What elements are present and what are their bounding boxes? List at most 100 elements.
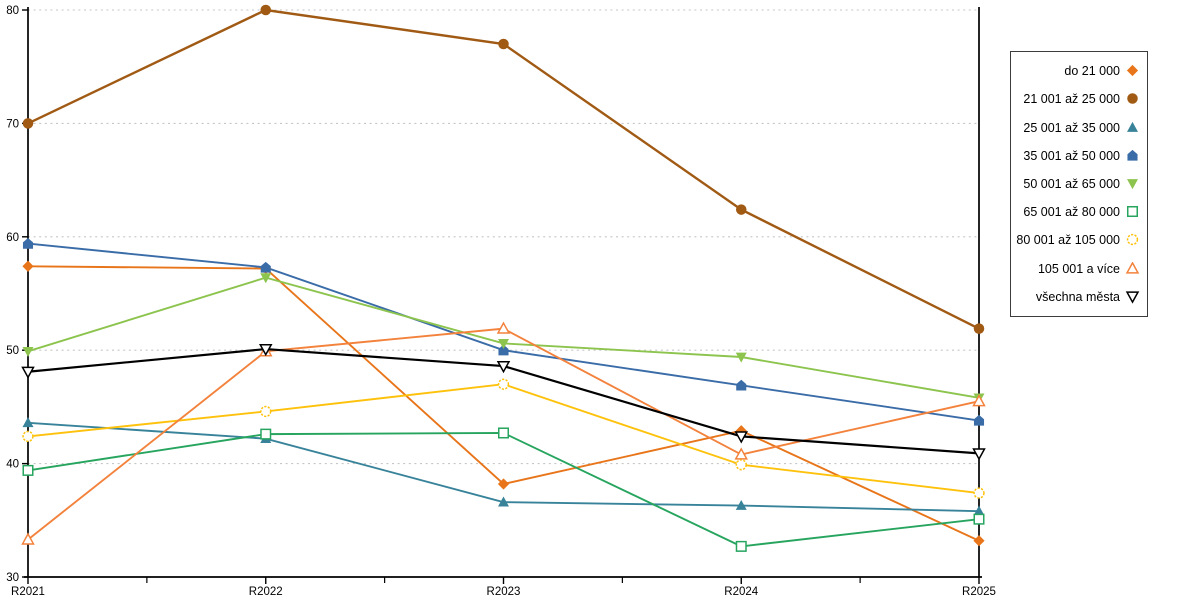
x-tick-label: R2025 bbox=[962, 586, 996, 598]
pentagon-marker bbox=[1127, 149, 1138, 161]
legend-label: všechna města bbox=[1035, 289, 1120, 304]
diamond-marker bbox=[22, 260, 34, 272]
square-marker bbox=[260, 428, 272, 440]
triangle-down-marker bbox=[1127, 179, 1138, 190]
triangle-down-marker bbox=[1125, 291, 1140, 304]
series-markers bbox=[22, 4, 985, 334]
circle-marker bbox=[735, 459, 747, 471]
gridlines bbox=[28, 9, 979, 465]
triangle-up-marker bbox=[1125, 261, 1140, 274]
triangle-down-marker bbox=[734, 431, 749, 444]
square-marker bbox=[735, 540, 747, 552]
x-tick-label: R2021 bbox=[11, 586, 45, 598]
legend-label: 35 001 až 50 000 bbox=[1023, 148, 1120, 163]
triangle-up-marker bbox=[734, 447, 749, 460]
circle-marker bbox=[260, 405, 272, 418]
legend-item: 80 001 až 105 000 bbox=[1011, 233, 1147, 247]
triangle-up-marker bbox=[22, 417, 34, 428]
circle-icon bbox=[1127, 93, 1138, 105]
chart-legend: do 21 000 21 001 až 25 000 25 001 až 35 00… bbox=[1010, 51, 1148, 317]
axes: 30 40 50 60 70 80 R2021 R2022 R2023 R2024 R2025 bbox=[6, 5, 996, 598]
legend-label: 80 001 až 105 000 bbox=[1016, 233, 1120, 248]
series-line bbox=[27, 8, 980, 330]
legend-label: 105 001 a více bbox=[1037, 261, 1120, 276]
triangle-down-marker bbox=[22, 346, 34, 357]
legend-item: všechna města bbox=[1011, 290, 1147, 304]
circle-icon bbox=[1126, 234, 1139, 246]
y-tick-label: 60 bbox=[6, 232, 19, 244]
series-markers bbox=[22, 427, 985, 552]
series-markers bbox=[22, 378, 985, 499]
y-tick-label: 30 bbox=[6, 572, 19, 584]
legend-item: 21 001 až 25 000 bbox=[1011, 92, 1147, 106]
diamond-icon bbox=[1126, 65, 1139, 77]
legend-item: 25 001 až 35 000 bbox=[1011, 121, 1147, 135]
y-tick-label: 80 bbox=[6, 5, 19, 17]
x-tick-label: R2024 bbox=[724, 586, 758, 598]
triangle-down-marker bbox=[972, 448, 986, 461]
circle-marker bbox=[973, 487, 985, 499]
triangle-down-marker bbox=[496, 360, 511, 374]
y-tick-label: 70 bbox=[6, 118, 19, 130]
triangle-down-icon bbox=[1125, 291, 1140, 304]
x-tick-label: R2023 bbox=[487, 586, 521, 598]
triangle-up-marker bbox=[735, 499, 747, 510]
triangle-up-marker bbox=[496, 321, 511, 334]
legend-label: do 21 000 bbox=[1064, 64, 1120, 79]
series-markers bbox=[22, 417, 985, 516]
triangle-up-marker bbox=[498, 496, 509, 507]
triangle-up-icon bbox=[1127, 121, 1138, 132]
legend-item: do 21 000 bbox=[1011, 64, 1147, 78]
circle-marker bbox=[1126, 234, 1139, 246]
triangle-down-marker bbox=[735, 352, 747, 363]
legend-item: 35 001 až 50 000 bbox=[1011, 149, 1147, 163]
diamond-marker bbox=[973, 535, 985, 547]
series-markers bbox=[21, 343, 986, 461]
legend-item: 65 001 až 80 000 bbox=[1011, 205, 1147, 219]
triangle-down-icon bbox=[1127, 179, 1138, 190]
square-icon bbox=[1126, 206, 1139, 218]
triangle-down-marker bbox=[260, 273, 272, 284]
triangle-down-marker bbox=[21, 366, 35, 379]
square-marker bbox=[973, 513, 985, 525]
circle-marker bbox=[497, 378, 510, 390]
series-markers bbox=[21, 321, 986, 545]
triangle-down-marker bbox=[498, 339, 509, 349]
series-line bbox=[27, 383, 980, 495]
square-marker bbox=[1126, 206, 1139, 218]
circle-marker bbox=[1127, 93, 1138, 105]
legend-label: 21 001 až 25 000 bbox=[1023, 92, 1120, 107]
pentagon-marker bbox=[498, 344, 509, 356]
triangle-up-marker bbox=[973, 505, 985, 516]
triangle-up-marker bbox=[1127, 121, 1138, 132]
pentagon-icon bbox=[1127, 149, 1138, 161]
triangle-up-icon bbox=[1125, 261, 1140, 274]
circle-marker bbox=[973, 323, 985, 334]
legend-label: 65 001 až 80 000 bbox=[1023, 205, 1120, 220]
series-markers bbox=[22, 238, 985, 426]
triangle-down-marker bbox=[258, 343, 273, 357]
legend-label: 25 001 až 35 000 bbox=[1023, 120, 1120, 135]
legend-item: 105 001 a více bbox=[1011, 261, 1147, 276]
pentagon-marker bbox=[260, 261, 271, 273]
y-tick-label: 40 bbox=[6, 459, 19, 471]
y-tick-label: 50 bbox=[6, 345, 19, 357]
legend-label: 50 001 až 65 000 bbox=[1023, 176, 1120, 191]
diamond-marker bbox=[497, 478, 510, 490]
square-marker bbox=[22, 464, 34, 476]
pentagon-marker bbox=[973, 414, 985, 426]
x-tick-label: R2022 bbox=[249, 586, 283, 598]
circle-marker bbox=[22, 118, 34, 129]
diamond-marker bbox=[735, 425, 747, 437]
circle-marker bbox=[735, 204, 747, 215]
pentagon-marker bbox=[22, 238, 34, 249]
triangle-up-marker bbox=[972, 394, 986, 407]
square-marker bbox=[497, 427, 510, 439]
pentagon-marker bbox=[736, 379, 747, 391]
circle-marker bbox=[498, 38, 509, 50]
legend-item: 50 001 až 65 000 bbox=[1011, 177, 1147, 191]
circle-marker bbox=[260, 4, 272, 16]
series-line bbox=[27, 432, 980, 548]
